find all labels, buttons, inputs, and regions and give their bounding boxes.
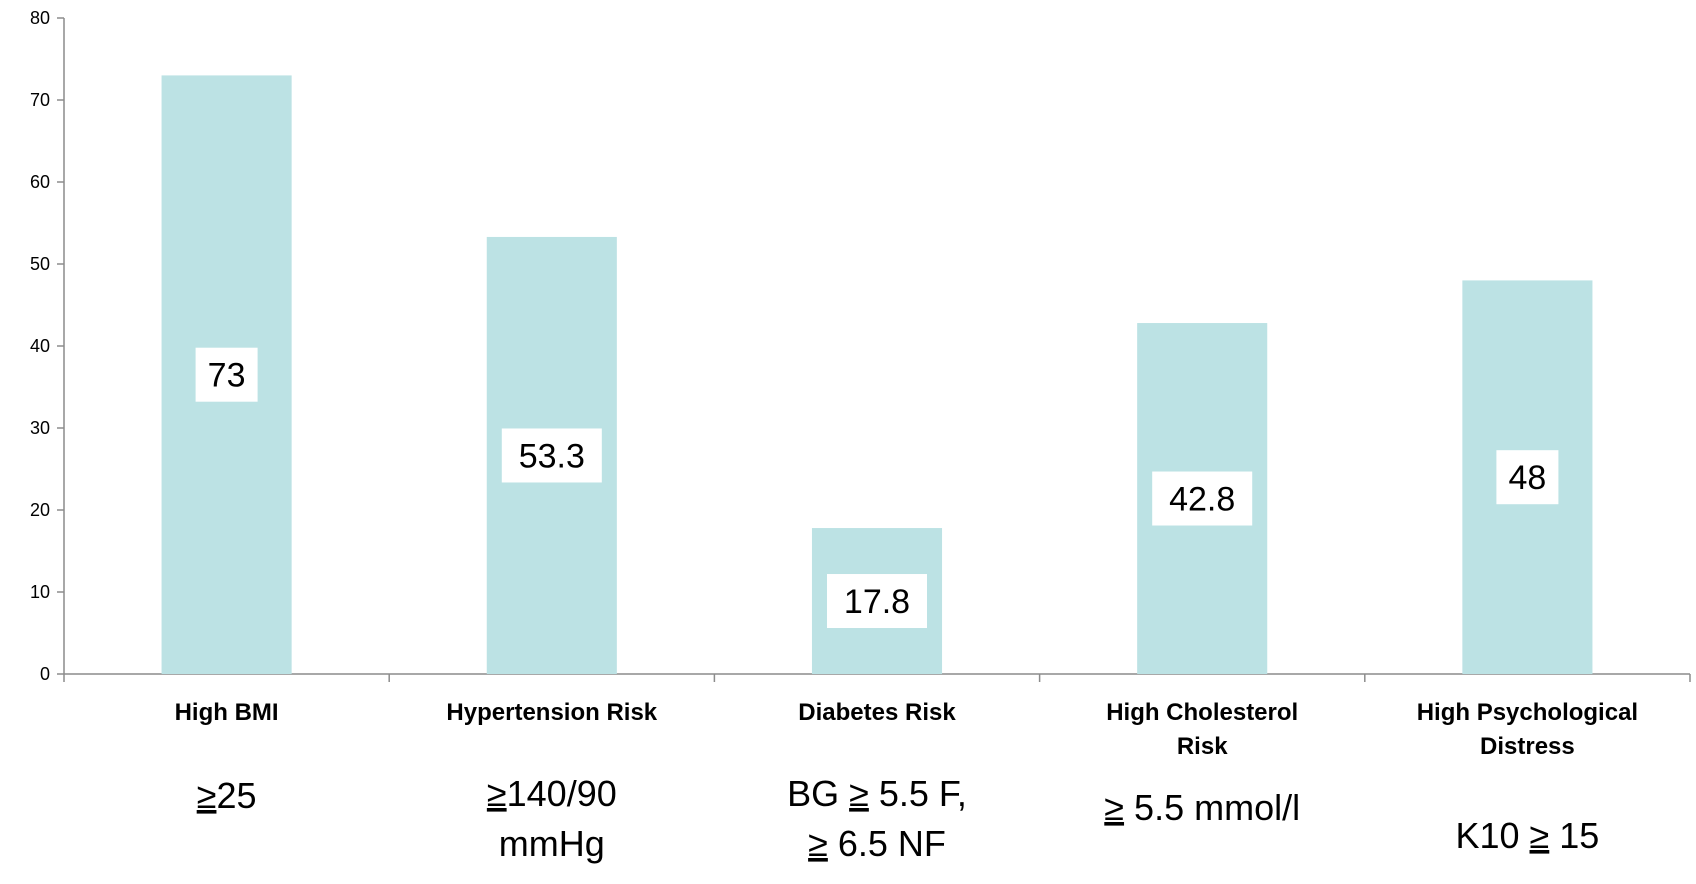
threshold-label: ≥140/90 [487, 773, 617, 814]
ge-symbol: ≥ [1104, 787, 1124, 828]
threshold-label: ≥25 [197, 775, 257, 816]
y-tick-label: 0 [40, 664, 50, 684]
threshold-label: ≥ 6.5 NF [808, 823, 946, 864]
data-label: 17.8 [844, 583, 910, 621]
threshold-text: K10 [1455, 815, 1529, 856]
data-label: 73 [208, 357, 246, 395]
category-label: Hypertension Risk [446, 699, 657, 726]
y-tick-label: 30 [30, 418, 50, 438]
data-label-box [827, 574, 927, 629]
category-label: Distress [1480, 733, 1575, 760]
data-label-box [1152, 471, 1253, 526]
data-label: 42.8 [1169, 481, 1235, 519]
category-labels: High BMI Hypertension Risk Diabetes Risk Hi… [175, 699, 1638, 760]
category-label: Risk [1177, 733, 1228, 760]
x-axis [63, 673, 1691, 682]
data-label-box [501, 428, 602, 483]
data-label-box [195, 347, 258, 402]
y-tick-label: 10 [30, 582, 50, 602]
y-tick-label: 80 [30, 8, 50, 28]
threshold-text: 140/90 [507, 773, 617, 814]
category-label: High Psychological [1417, 699, 1638, 726]
ge-symbol: ≥ [808, 823, 828, 864]
y-tick-label: 60 [30, 172, 50, 192]
ge-symbol: ≥ [1530, 815, 1550, 856]
threshold-text: 25 [216, 775, 256, 816]
ge-symbol: ≥ [197, 775, 217, 816]
threshold-label: BG ≥ 5.5 F, [787, 773, 967, 814]
threshold-text: 6.5 NF [828, 823, 946, 864]
y-axis: 0 10 20 30 40 50 60 70 80 [30, 8, 65, 684]
threshold-label: mmHg [499, 823, 605, 864]
data-label: 53.3 [519, 437, 585, 475]
category-label: Diabetes Risk [798, 699, 956, 726]
y-tick-label: 20 [30, 500, 50, 520]
threshold-text: 5.5 F, [869, 773, 967, 814]
category-label: High Cholesterol [1106, 699, 1298, 726]
ge-symbol: ≥ [487, 773, 507, 814]
threshold-label: ≥ 5.5 mmol/l [1104, 787, 1300, 828]
threshold-text: BG [787, 773, 849, 814]
threshold-label: K10 ≥ 15 [1455, 815, 1599, 856]
y-tick-label: 50 [30, 254, 50, 274]
threshold-text: 15 [1549, 815, 1599, 856]
category-label: High BMI [175, 699, 279, 726]
data-label-box [1496, 450, 1559, 505]
y-tick-label: 40 [30, 336, 50, 356]
threshold-text: 5.5 mmol/l [1124, 787, 1300, 828]
data-label: 48 [1508, 459, 1546, 497]
threshold-text: mmHg [499, 823, 605, 864]
y-tick-label: 70 [30, 90, 50, 110]
data-labels: 73 53.3 17.8 42.8 48 [195, 347, 1559, 629]
ge-symbol: ≥ [849, 773, 869, 814]
